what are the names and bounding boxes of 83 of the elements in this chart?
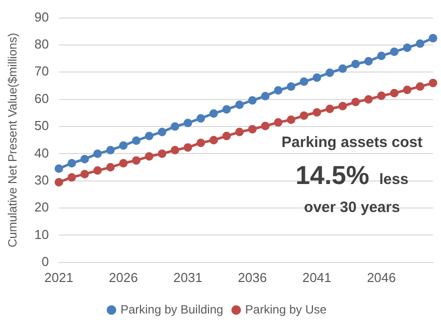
point bbox=[390, 48, 399, 56]
point bbox=[416, 82, 424, 91]
point bbox=[351, 60, 360, 68]
point bbox=[326, 68, 334, 77]
point bbox=[106, 163, 115, 172]
y-tick-label: 40 bbox=[34, 145, 49, 160]
x-tick-label: 2021 bbox=[44, 270, 74, 285]
annotation: over 30 years bbox=[304, 199, 400, 216]
point bbox=[184, 143, 192, 152]
point bbox=[170, 122, 180, 131]
point bbox=[286, 115, 296, 124]
point bbox=[274, 86, 282, 95]
point bbox=[248, 96, 257, 105]
point bbox=[235, 128, 244, 136]
point bbox=[312, 73, 322, 82]
point bbox=[300, 111, 308, 120]
annotation: Parking assets cost bbox=[282, 134, 422, 151]
point bbox=[377, 92, 386, 100]
point bbox=[390, 88, 399, 98]
point bbox=[132, 136, 141, 145]
point bbox=[312, 108, 322, 117]
point bbox=[80, 170, 89, 178]
y-tick-label: 10 bbox=[34, 226, 49, 242]
point bbox=[119, 141, 128, 150]
point bbox=[428, 34, 438, 42]
point bbox=[428, 78, 438, 88]
point bbox=[248, 124, 257, 134]
point bbox=[364, 57, 373, 66]
point bbox=[209, 109, 218, 118]
y-tick-label: 80 bbox=[34, 36, 49, 52]
point bbox=[351, 98, 360, 106]
x-tick-label: 2026 bbox=[108, 270, 138, 285]
point bbox=[196, 138, 206, 148]
point bbox=[68, 173, 76, 182]
y-tick-label: 0 bbox=[42, 254, 49, 269]
annotation: 14.5% bbox=[296, 160, 370, 190]
y-tick-label: 50 bbox=[34, 118, 49, 134]
x-tick-label: 2046 bbox=[366, 270, 396, 285]
point bbox=[144, 132, 154, 140]
y-tick-label: 70 bbox=[34, 64, 49, 79]
point bbox=[286, 82, 296, 91]
point bbox=[402, 86, 412, 94]
point bbox=[106, 146, 115, 154]
point bbox=[402, 43, 412, 52]
point bbox=[261, 122, 270, 130]
point bbox=[184, 118, 192, 128]
annotation: less bbox=[379, 171, 408, 188]
point bbox=[158, 128, 166, 136]
point bbox=[54, 164, 64, 173]
point bbox=[416, 39, 424, 48]
point bbox=[170, 146, 180, 154]
point bbox=[261, 92, 270, 100]
point bbox=[326, 104, 334, 114]
point bbox=[338, 64, 347, 73]
point bbox=[93, 166, 102, 175]
point bbox=[222, 105, 231, 114]
point bbox=[364, 95, 373, 104]
point bbox=[338, 102, 347, 110]
y-tick-label: 60 bbox=[34, 90, 49, 106]
legend-label: Parking by Building bbox=[120, 302, 224, 316]
point bbox=[300, 77, 308, 86]
x-tick-label: 2036 bbox=[238, 270, 267, 285]
point bbox=[209, 136, 218, 144]
point bbox=[119, 158, 128, 168]
point bbox=[68, 158, 76, 168]
y-tick-label: 20 bbox=[34, 200, 49, 215]
y-axis-title: Cumulative Net Present Value($millions) bbox=[6, 32, 20, 248]
point bbox=[132, 156, 141, 165]
point bbox=[144, 152, 154, 161]
point bbox=[54, 178, 64, 186]
point bbox=[80, 154, 89, 164]
point bbox=[93, 149, 102, 158]
y-tick-label: 30 bbox=[34, 172, 49, 188]
point bbox=[235, 100, 244, 110]
point bbox=[222, 132, 231, 140]
legend-label: Parking by Use bbox=[245, 302, 327, 316]
x-tick-label: 2031 bbox=[173, 270, 202, 285]
point bbox=[377, 52, 386, 60]
y-tick-label: 90 bbox=[34, 9, 49, 24]
x-tick-label: 2041 bbox=[302, 270, 332, 285]
point bbox=[158, 149, 166, 158]
point bbox=[196, 114, 206, 123]
point bbox=[274, 118, 282, 127]
